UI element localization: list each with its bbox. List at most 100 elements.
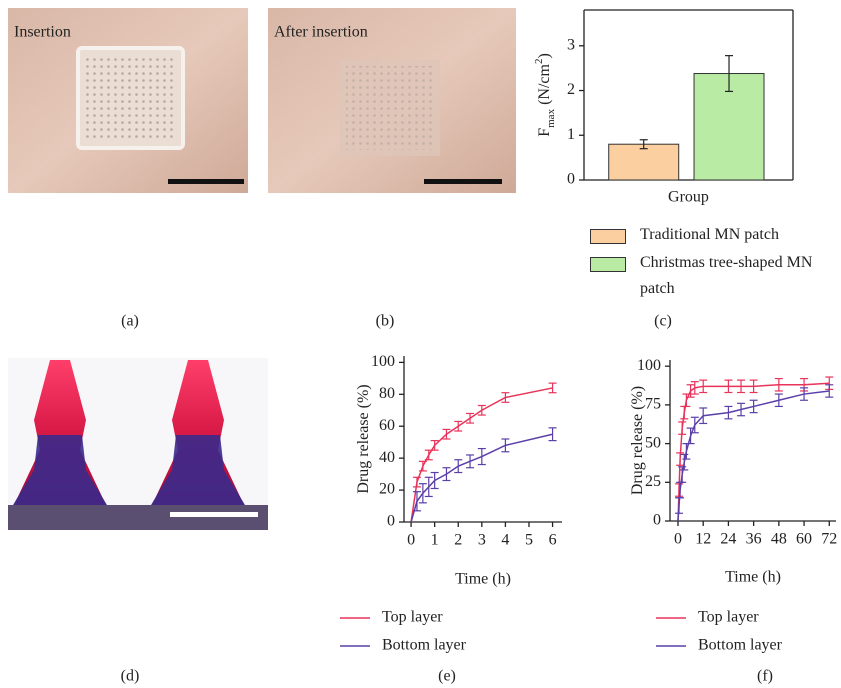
legend-text: Bottom layer bbox=[698, 637, 783, 654]
error-bar bbox=[749, 399, 758, 414]
x-tick-label: 0 bbox=[407, 532, 415, 549]
legend-item: Traditional MN patch bbox=[590, 226, 840, 248]
y-tick-label: 0 bbox=[653, 512, 661, 529]
panel-label: (f) bbox=[757, 668, 773, 685]
error-bar bbox=[682, 393, 691, 408]
error-bar bbox=[690, 381, 699, 395]
panel-label: (c) bbox=[654, 313, 672, 330]
error-bar bbox=[680, 405, 689, 420]
error-bar bbox=[466, 454, 475, 469]
y-tick-label: 20 bbox=[379, 481, 395, 498]
error-bar bbox=[442, 428, 451, 440]
y-axis-label-part: max bbox=[545, 108, 557, 127]
x-tick-label: 3 bbox=[478, 532, 486, 549]
error-bar bbox=[737, 379, 746, 394]
error-bar bbox=[724, 405, 733, 420]
x-tick-label: 60 bbox=[796, 531, 812, 548]
y-tick-label: 40 bbox=[379, 449, 395, 466]
error-bar bbox=[774, 377, 783, 392]
panel-label: (d) bbox=[121, 668, 140, 685]
panel-label: (a) bbox=[121, 313, 139, 330]
error-bar bbox=[477, 447, 486, 466]
panel-label: (b) bbox=[376, 313, 395, 330]
error-bar bbox=[548, 382, 557, 394]
x-axis-label: Time (h) bbox=[725, 569, 781, 586]
y-axis-label-part: Drug release (%) bbox=[355, 384, 372, 493]
error-bar bbox=[680, 453, 689, 471]
bar bbox=[608, 143, 680, 181]
x-tick-label: 1 bbox=[431, 532, 439, 549]
error-bar bbox=[686, 384, 695, 398]
error-bar bbox=[686, 427, 695, 445]
error-bar bbox=[412, 476, 421, 488]
error-bar bbox=[418, 483, 427, 504]
legend-text: Christmas tree-shaped MN patch bbox=[640, 254, 813, 297]
error-bar bbox=[724, 379, 733, 394]
error-bar bbox=[725, 55, 734, 93]
y-tick-label: 25 bbox=[645, 473, 661, 490]
error-bar bbox=[430, 471, 439, 490]
x-tick-label: 72 bbox=[821, 531, 837, 548]
error-bar bbox=[699, 379, 708, 394]
photo-insertion: Insertion bbox=[8, 8, 248, 193]
x-tick-label: 24 bbox=[720, 531, 736, 548]
x-tick-label: 2 bbox=[454, 532, 462, 549]
y-tick-label: 100 bbox=[637, 357, 661, 374]
y-tick-label: 0 bbox=[567, 171, 575, 188]
x-tick-label: 4 bbox=[501, 532, 509, 549]
y-axis-label: Fmax (N/cm2) bbox=[533, 53, 557, 137]
y-tick-label: 60 bbox=[379, 417, 395, 434]
x-axis-label: Group bbox=[668, 189, 709, 206]
panel-label: (e) bbox=[438, 668, 456, 685]
y-tick-label: 50 bbox=[645, 434, 661, 451]
error-bar bbox=[430, 439, 439, 451]
y-tick-label: 100 bbox=[371, 353, 395, 370]
y-tick-label: 2 bbox=[567, 81, 575, 98]
error-bar bbox=[676, 452, 685, 466]
error-bar bbox=[690, 416, 699, 434]
photo-after-insertion: After insertion bbox=[268, 8, 516, 193]
error-bar bbox=[682, 442, 691, 460]
y-axis-label: Drug release (%) bbox=[355, 384, 372, 493]
line bbox=[410, 433, 553, 523]
legend-text: Top layer bbox=[382, 609, 443, 626]
error-bar bbox=[737, 402, 746, 417]
y-axis-label-part: (N/cm bbox=[536, 63, 553, 108]
x-tick-label: 0 bbox=[674, 531, 682, 548]
error-bar bbox=[548, 427, 557, 442]
legend-text: Traditional MN patch bbox=[640, 226, 779, 243]
x-axis-label: Time (h) bbox=[455, 571, 511, 588]
legend-swatch bbox=[590, 257, 626, 272]
error-bar bbox=[501, 392, 510, 403]
y-tick-label: 3 bbox=[567, 36, 575, 53]
error-bar bbox=[825, 384, 834, 398]
error-bar bbox=[454, 459, 463, 474]
legend-text: Bottom layer bbox=[382, 637, 467, 654]
error-bar bbox=[675, 497, 684, 514]
error-bar bbox=[639, 139, 648, 150]
error-bar bbox=[418, 460, 427, 472]
error-bar bbox=[699, 407, 708, 425]
y-tick-label: 80 bbox=[379, 385, 395, 402]
legend-text: Top layer bbox=[698, 609, 759, 626]
error-bar bbox=[466, 412, 475, 424]
y-axis-label-part: F bbox=[536, 128, 553, 137]
y-axis-label-part: 2 bbox=[533, 59, 545, 65]
y-tick-label: 75 bbox=[645, 396, 661, 413]
legend: Traditional MN patch Christmas tree-shape… bbox=[590, 226, 840, 308]
y-tick-label: 0 bbox=[387, 513, 395, 530]
error-bar bbox=[800, 387, 809, 401]
error-bar bbox=[774, 393, 783, 408]
x-tick-label: 36 bbox=[746, 531, 762, 548]
x-tick-label: 12 bbox=[695, 531, 711, 548]
photo-label: After insertion bbox=[274, 24, 368, 41]
legend-item: Christmas tree-shaped MN patch bbox=[590, 254, 840, 302]
x-tick-label: 6 bbox=[549, 532, 557, 549]
error-bar bbox=[454, 420, 463, 432]
error-bar bbox=[501, 438, 510, 453]
error-bar bbox=[442, 467, 451, 482]
y-axis-label-part: ) bbox=[536, 53, 553, 58]
error-bar bbox=[749, 379, 758, 394]
